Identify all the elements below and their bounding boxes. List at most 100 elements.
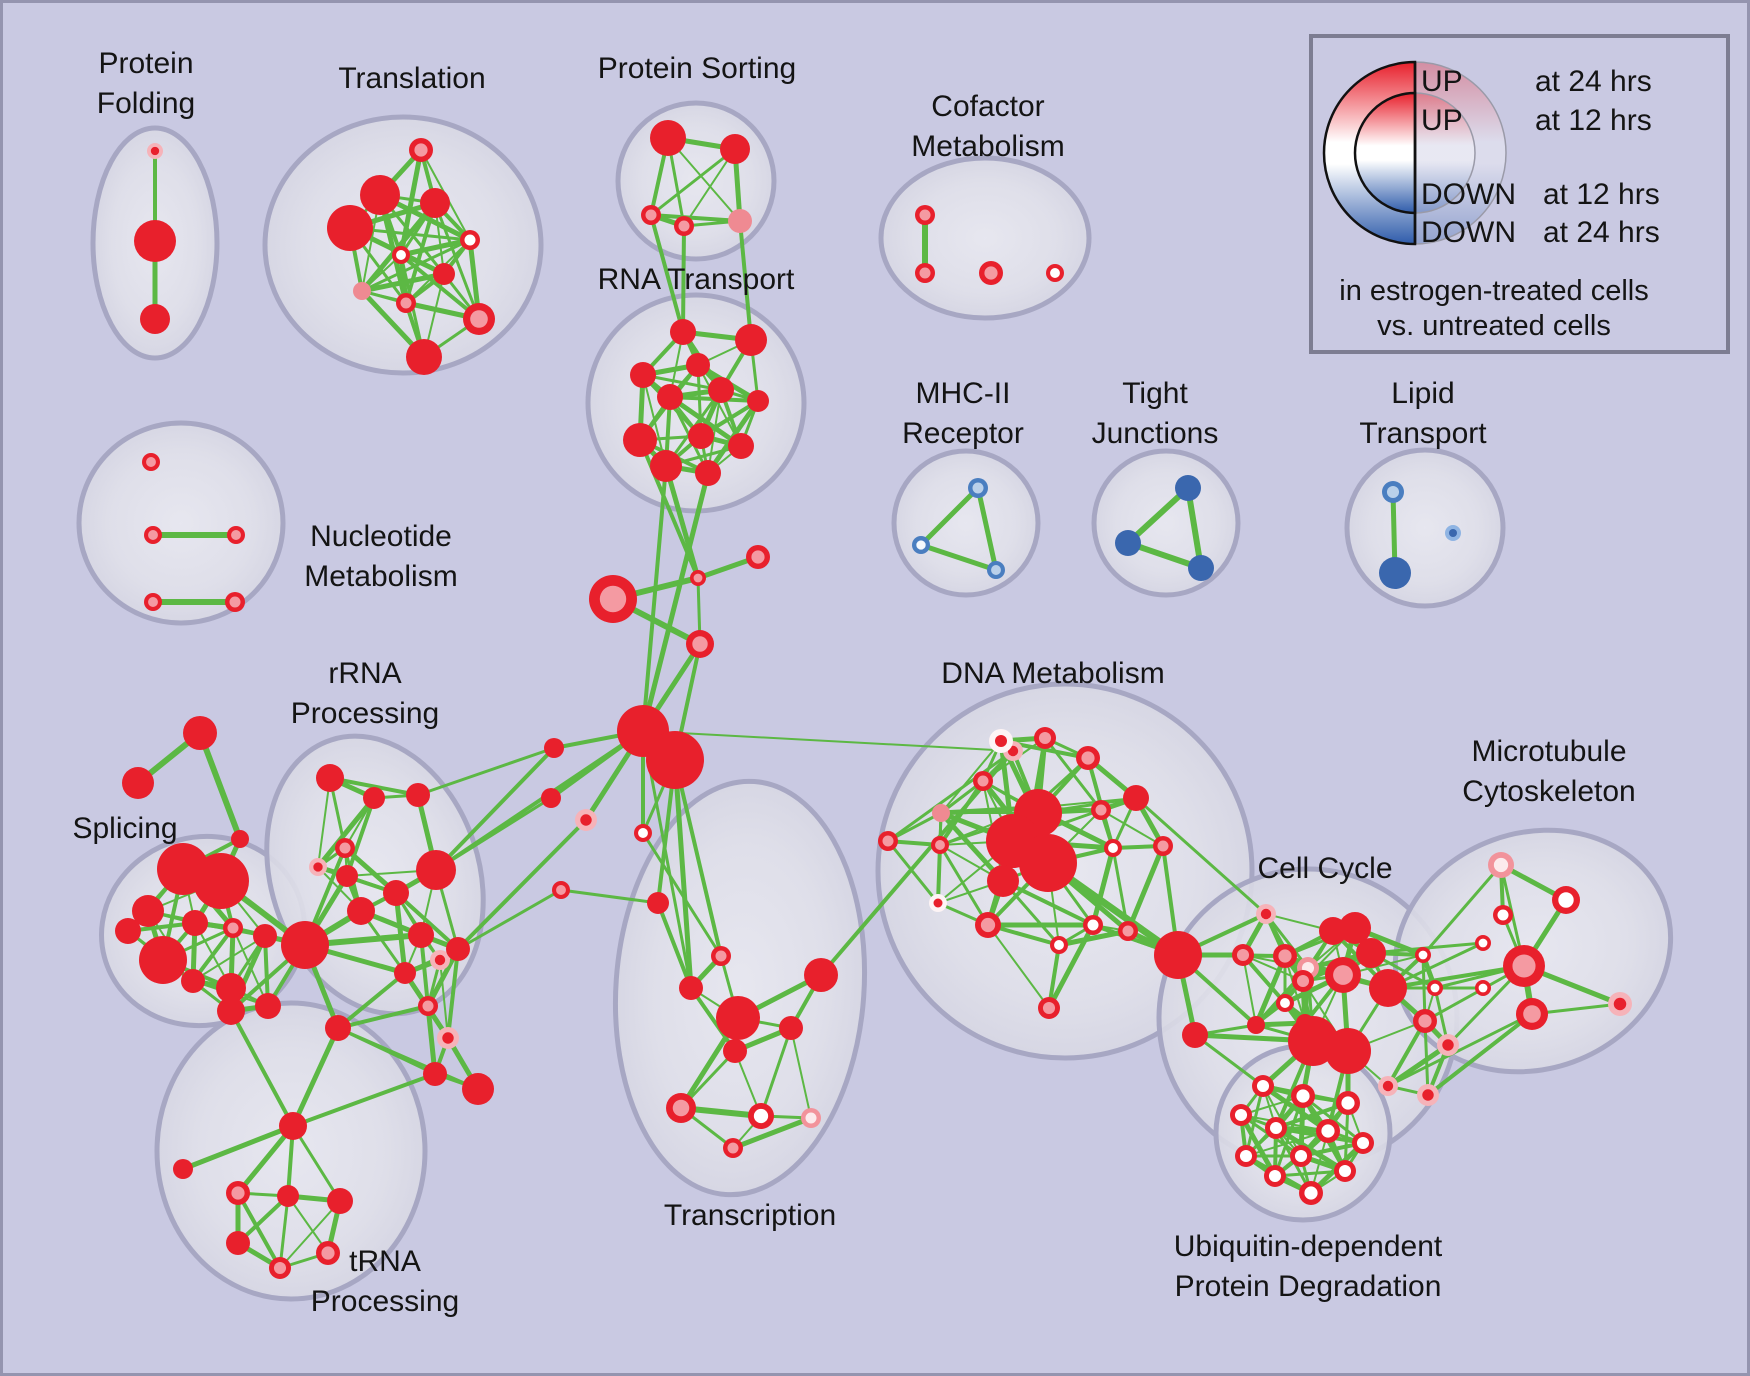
- node-inner: [396, 250, 406, 260]
- cluster-label-trna-processing: tRNA Processing: [311, 1245, 459, 1318]
- node-outer: [747, 390, 769, 412]
- node-rt5: [657, 384, 683, 410]
- node-cc2: [1232, 944, 1254, 966]
- cluster-label-line: Protein: [98, 47, 193, 80]
- node-outer: [115, 918, 141, 944]
- node-outer: [255, 993, 281, 1019]
- node-inner: [422, 1000, 434, 1012]
- edge: [1421, 863, 1503, 957]
- node-ub9: [1290, 1145, 1312, 1167]
- node-outer: [253, 924, 277, 948]
- node-cc3: [1273, 944, 1297, 968]
- node-md2: [647, 892, 669, 914]
- node-tg1: [183, 716, 217, 750]
- node-pf3: [140, 304, 170, 334]
- node-ub5: [1265, 1117, 1287, 1139]
- node-outer: [316, 764, 344, 792]
- node-n1: [690, 570, 706, 586]
- node-ub4: [1230, 1104, 1252, 1126]
- cluster-bubble-cofactor-metabolism: [878, 155, 1092, 321]
- node-d16: [929, 894, 947, 912]
- cluster-label-cell-cycle: Cell Cycle: [1257, 852, 1392, 885]
- node-ps2: [720, 134, 750, 164]
- node-outer: [720, 134, 750, 164]
- node-outer: [406, 339, 442, 375]
- node-tg2: [122, 767, 154, 799]
- edge: [649, 213, 742, 223]
- node-nm3: [227, 526, 245, 544]
- node-rr3: [406, 783, 430, 807]
- node-nm1: [142, 453, 160, 471]
- node-rt12: [695, 460, 721, 486]
- node-rr10: [408, 922, 434, 948]
- legend-caption-line: vs. untreated cells: [1377, 310, 1611, 342]
- node-sp11: [217, 997, 245, 1025]
- node-cc15: [1369, 969, 1407, 1007]
- node-tc4: [716, 996, 760, 1040]
- edge: [1273, 1169, 1347, 1178]
- node-outer: [987, 865, 1019, 897]
- cluster-label-line: Nucleotide: [310, 520, 452, 553]
- cluster-label-ubiquitin-degradation: Ubiquitin-dependent Protein Degradation: [1174, 1230, 1443, 1303]
- node-tr2: [360, 175, 400, 215]
- node-inner: [1422, 1089, 1434, 1101]
- cluster-label-cofactor-metabolism: Cofactor Metabolism: [911, 90, 1064, 163]
- node-inner: [972, 482, 984, 494]
- node-rr12: [394, 962, 416, 984]
- node-tr5: [460, 230, 480, 250]
- node-inner: [1333, 965, 1353, 985]
- node-outer: [281, 921, 329, 969]
- edge: [759, 1026, 793, 1118]
- cluster-label-nucleotide-metabolism: Nucleotide Metabolism: [304, 520, 457, 593]
- node-inner: [434, 954, 446, 966]
- node-bb: [1154, 931, 1202, 979]
- node-d21: [1038, 997, 1060, 1019]
- node-inner: [672, 1099, 690, 1117]
- node-outer: [1182, 1022, 1208, 1048]
- node-inner: [1038, 731, 1052, 745]
- edge: [707, 389, 722, 474]
- labels-layer: Protein Folding Translation Protein Sorting…: [72, 47, 1635, 1318]
- node-tn1: [173, 1159, 193, 1179]
- edge: [398, 237, 473, 258]
- edge: [936, 843, 942, 905]
- node-outer: [231, 830, 249, 848]
- node-outer: [181, 969, 205, 993]
- cluster-label-line: Protein Degradation: [1175, 1270, 1442, 1303]
- edge: [1245, 1130, 1329, 1157]
- edge: [1125, 485, 1191, 546]
- node-tr9: [396, 293, 416, 313]
- edge: [336, 971, 407, 1030]
- cluster-label-line: DNA Metabolism: [941, 657, 1164, 690]
- node-m2: [541, 788, 561, 808]
- cluster-label-line: Cytoskeleton: [1462, 775, 1635, 808]
- edge: [886, 749, 1015, 843]
- node-inner: [678, 220, 690, 232]
- node-outer: [804, 958, 838, 992]
- node-inner: [645, 209, 657, 221]
- node-rr6: [336, 865, 358, 887]
- node-inner: [1418, 1014, 1432, 1028]
- edge: [197, 730, 243, 842]
- node-outer: [779, 1016, 803, 1040]
- node-mt2: [1552, 886, 1580, 914]
- node-mt4: [1475, 935, 1491, 951]
- node-ub12: [1299, 1181, 1323, 1205]
- node-inner: [231, 1186, 245, 1200]
- edge: [1134, 796, 1268, 916]
- edge: [1193, 1033, 1265, 1088]
- node-outer: [728, 433, 754, 459]
- node-cc20: [1378, 1076, 1398, 1096]
- node-inner: [638, 828, 648, 838]
- node-rr7: [383, 880, 409, 906]
- node-rr14: [418, 996, 438, 1016]
- cluster-bubble-lipid-transport: [1344, 447, 1506, 609]
- node-ps1: [650, 120, 686, 156]
- node-ub6: [1316, 1119, 1340, 1143]
- node-outer: [630, 362, 656, 388]
- node-cf4: [1046, 264, 1064, 282]
- node-inner: [1042, 1001, 1056, 1015]
- node-tn8: [316, 1241, 340, 1265]
- edge: [456, 818, 588, 951]
- cluster-label-tight-junctions: Tight Junctions: [1092, 377, 1219, 450]
